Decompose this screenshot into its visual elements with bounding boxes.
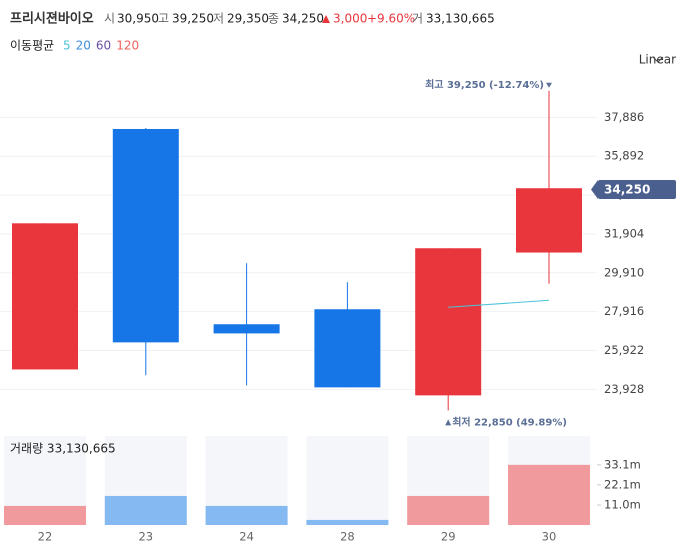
candle-body [12, 223, 78, 370]
volume-tick-label: 11.0m [604, 498, 641, 512]
candle-body [314, 309, 381, 388]
low-marker [445, 419, 452, 426]
volume-bar [508, 464, 590, 525]
open-value: 30,950 [117, 12, 159, 26]
x-tick-label: 22 [38, 530, 53, 544]
high-annotation: 최고 39,250 (-12.74%) [425, 78, 544, 91]
volume-bar [4, 505, 86, 525]
stock-name: 프리시젼바이오 [10, 11, 94, 27]
volume-bar [306, 519, 389, 525]
volume-label: 거 [412, 12, 423, 26]
badge-arrow [591, 180, 598, 199]
low-label: 저 [213, 12, 224, 26]
scale-dropdown[interactable]: Linear [639, 53, 676, 67]
y-tick-label: 37,886 [604, 110, 644, 124]
x-tick-label: 28 [340, 530, 355, 544]
volume-bar [407, 495, 490, 525]
candle-body [415, 248, 482, 396]
high-value: 39,250 [172, 12, 214, 26]
ma-legend: 60 [96, 39, 111, 53]
y-tick-label: 27,916 [604, 304, 644, 318]
candle-body [213, 324, 280, 334]
volume-tick-label: 33.1m [604, 457, 641, 471]
ma-legend: 5 [63, 39, 71, 53]
x-tick-label: 30 [542, 530, 557, 544]
close-value: 34,250 [282, 12, 324, 26]
volume-bar [205, 505, 288, 525]
current-price: 34,250 [604, 183, 650, 197]
y-tick-label: 25,922 [604, 343, 644, 357]
volume-title: 거래량 33,130,665 [10, 442, 116, 456]
y-tick-label: 29,910 [604, 265, 644, 279]
y-tick-label: 35,892 [604, 149, 644, 163]
high-marker [546, 82, 552, 88]
open-label: 시 [104, 12, 115, 26]
high-label: 고 [158, 12, 169, 26]
y-tick-label: 31,904 [604, 226, 644, 240]
close-label: 종 [268, 12, 279, 26]
candle-body [112, 128, 179, 343]
ma-legend: 120 [116, 39, 139, 53]
low-value: 29,350 [227, 12, 269, 26]
ma-title: 이동평균 [10, 39, 54, 53]
low-annotation: 최저 22,850 (49.89%) [452, 415, 567, 428]
x-tick-label: 24 [239, 530, 254, 544]
ma-legend: 20 [76, 39, 91, 53]
volume-value: 33,130,665 [426, 12, 495, 26]
change: 3,000 [333, 12, 367, 26]
volume-panel [306, 436, 389, 525]
up-icon [322, 15, 330, 23]
ma-line [448, 299, 550, 308]
x-tick-label: 29 [441, 530, 456, 544]
current-price-badge [598, 180, 676, 199]
y-tick-label: 23,928 [604, 382, 644, 396]
x-tick-label: 23 [138, 530, 153, 544]
change-pct: +9.60% [367, 12, 415, 26]
volume-tick-label: 22.1m [604, 477, 641, 491]
volume-bar [104, 495, 187, 525]
candle-body [516, 188, 582, 253]
dropdown-chevron[interactable] [652, 56, 664, 63]
